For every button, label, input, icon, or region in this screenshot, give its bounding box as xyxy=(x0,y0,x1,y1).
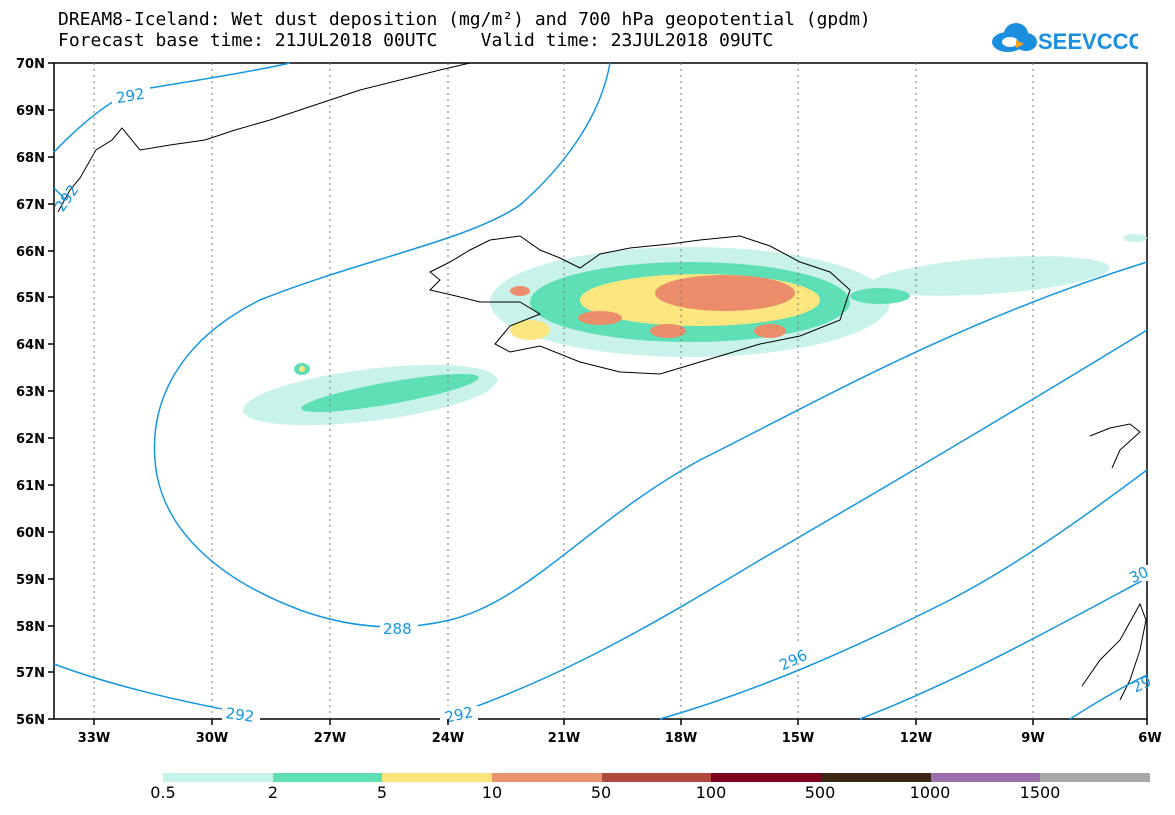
deposition-patch xyxy=(1123,234,1147,242)
deposition-patch xyxy=(870,256,1110,296)
contour-296 xyxy=(659,469,1148,720)
legend-label: 100 xyxy=(695,783,727,802)
coastline-layer xyxy=(57,62,1147,701)
lon-label: 33W xyxy=(78,731,110,746)
cloud-icon xyxy=(992,23,1037,52)
iceland-coast xyxy=(429,235,851,375)
lat-label: 63N xyxy=(16,385,45,400)
legend-swatch xyxy=(601,773,712,782)
lon-label: 30W xyxy=(196,731,228,746)
legend-swatch xyxy=(382,773,493,782)
graticule xyxy=(93,63,1034,719)
lon-label: 24W xyxy=(432,731,464,746)
map-title: DREAM8-Iceland: Wet dust deposition (mg/… xyxy=(58,9,871,30)
deposition-patch xyxy=(510,286,530,296)
lat-label: 67N xyxy=(16,198,45,213)
lon-label: 15W xyxy=(782,731,814,746)
contour-label: 29 xyxy=(1129,672,1154,696)
legend-label: 10 xyxy=(481,783,503,802)
lon-label: 18W xyxy=(665,731,697,746)
deposition-patch xyxy=(754,324,786,338)
map-frame xyxy=(53,62,1148,720)
legend-swatch xyxy=(492,773,602,782)
lon-label: 12W xyxy=(900,731,932,746)
contour-292-nw xyxy=(53,62,291,153)
lon-label: 6W xyxy=(1138,731,1161,746)
legend-label: 0.5 xyxy=(150,783,176,802)
deposition-patch xyxy=(510,320,550,340)
lat-label: 69N xyxy=(16,104,45,119)
greenland-coast xyxy=(57,62,471,213)
lat-label: 68N xyxy=(16,151,45,166)
contour-label: 292 xyxy=(115,85,146,108)
lat-label: 56N xyxy=(16,713,45,728)
contour-29x-west xyxy=(53,187,67,201)
legend-label: 2 xyxy=(267,783,279,802)
contour-label: 292 xyxy=(443,703,475,727)
map-subtitle: Forecast base time: 21JUL2018 00UTC Vali… xyxy=(58,30,774,51)
lat-label: 66N xyxy=(16,245,45,260)
contour-29x xyxy=(1069,674,1148,720)
lat-label: 62N xyxy=(16,432,45,447)
legend-label: 1500 xyxy=(1019,783,1061,802)
seevccc-logo: SEEVCCC xyxy=(992,23,1138,54)
lon-label: 9W xyxy=(1021,731,1044,746)
contour-label: 288 xyxy=(383,620,412,638)
faroe-coast xyxy=(1089,423,1141,469)
latitude-labels: 70N 69N 68N 67N 66N 65N 64N 63N 62N 61N … xyxy=(16,57,45,728)
legend-swatch xyxy=(272,773,383,782)
lat-label: 70N xyxy=(16,57,45,72)
contour-300 xyxy=(859,577,1148,720)
lat-label: 59N xyxy=(16,573,45,588)
deposition-patch xyxy=(299,366,305,372)
contour-label: 292 xyxy=(51,181,82,215)
lat-label: 61N xyxy=(16,479,45,494)
deposition-patch xyxy=(650,324,686,338)
legend-labels: 0.5 2 5 10 50 100 500 1000 1500 xyxy=(0,783,1175,805)
color-legend xyxy=(163,773,1151,782)
legend-label: 5 xyxy=(376,783,388,802)
lat-label: 58N xyxy=(16,620,45,635)
lon-label: 21W xyxy=(548,731,580,746)
longitude-labels: 33W 30W 27W 24W 21W 18W 15W 12W 9W 6W xyxy=(78,731,1162,746)
lat-label: 57N xyxy=(16,666,45,681)
deposition-patch xyxy=(578,311,622,325)
lat-label: 65N xyxy=(16,291,45,306)
legend-swatch xyxy=(711,773,822,782)
legend-swatch xyxy=(930,773,1041,782)
legend-swatch xyxy=(163,773,273,782)
contour-288 xyxy=(153,62,1148,628)
legend-label: 500 xyxy=(804,783,836,802)
geopotential-contours xyxy=(53,62,1148,720)
legend-swatch xyxy=(821,773,931,782)
logo-text: SEEVCCC xyxy=(1038,29,1138,54)
deposition-patch xyxy=(850,288,910,304)
legend-swatch xyxy=(1040,773,1151,782)
legend-label: 1000 xyxy=(909,783,951,802)
lon-label: 27W xyxy=(314,731,346,746)
deposition-patch xyxy=(655,275,795,311)
deposition-patch xyxy=(301,373,479,413)
legend-label: 50 xyxy=(590,783,612,802)
scotland-coast xyxy=(1081,602,1147,701)
tick-marks xyxy=(48,62,1148,725)
contour-labels: 292 292 292 288 296 30 29 292 xyxy=(51,85,1154,727)
lat-label: 64N xyxy=(16,338,45,353)
contour-label: 292 xyxy=(224,704,255,726)
dust-deposition-layer xyxy=(242,234,1147,426)
lat-label: 60N xyxy=(16,526,45,541)
contour-292-s xyxy=(439,329,1148,720)
